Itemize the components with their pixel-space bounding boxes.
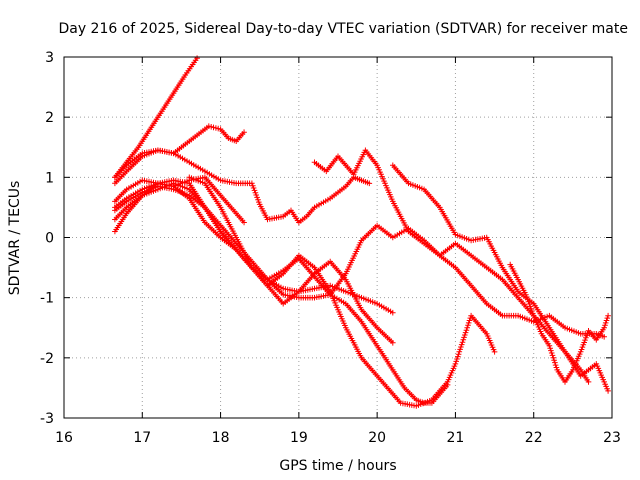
series-track-6 — [112, 183, 396, 316]
series-line — [114, 179, 590, 383]
x-tick-label: 20 — [368, 430, 386, 446]
y-tick-label: 0 — [45, 231, 54, 247]
series-track-10 — [112, 177, 592, 385]
x-axis-label: GPS time / hours — [279, 458, 396, 474]
series-track-2 — [112, 123, 247, 181]
x-tick-label: 18 — [212, 430, 230, 446]
data-series — [112, 55, 611, 409]
series-track-9 — [311, 147, 607, 340]
series-markers — [112, 177, 592, 385]
x-tick-label: 16 — [55, 430, 73, 446]
series-track-11 — [390, 162, 611, 394]
y-tick-label: 1 — [45, 170, 54, 186]
series-track-12 — [507, 261, 611, 385]
series-markers — [507, 261, 611, 385]
series-markers — [390, 162, 611, 394]
series-markers — [112, 183, 396, 316]
x-tick-label: 22 — [525, 430, 543, 446]
y-axis-label: SDTVAR / TECUs — [7, 181, 23, 296]
series-markers — [112, 123, 247, 181]
y-tick-label: -2 — [40, 351, 54, 367]
grid — [64, 57, 612, 418]
series-markers — [186, 174, 498, 409]
series-track-8 — [186, 174, 498, 409]
x-tick-label: 23 — [603, 430, 621, 446]
series-markers — [112, 147, 373, 226]
plot-frame — [63, 56, 613, 419]
chart-title: Day 216 of 2025, Sidereal Day-to-day VTE… — [58, 21, 628, 37]
x-tick-label: 17 — [133, 430, 151, 446]
y-tick-label: -3 — [40, 411, 54, 427]
y-tick-label: 2 — [45, 110, 54, 126]
series-markers — [311, 147, 607, 340]
x-tick-label: 19 — [290, 430, 308, 446]
x-tick-label: 21 — [447, 430, 465, 446]
series-track-3 — [112, 147, 373, 226]
y-tick-label: -1 — [40, 291, 54, 307]
y-tick-label: 3 — [45, 50, 54, 66]
